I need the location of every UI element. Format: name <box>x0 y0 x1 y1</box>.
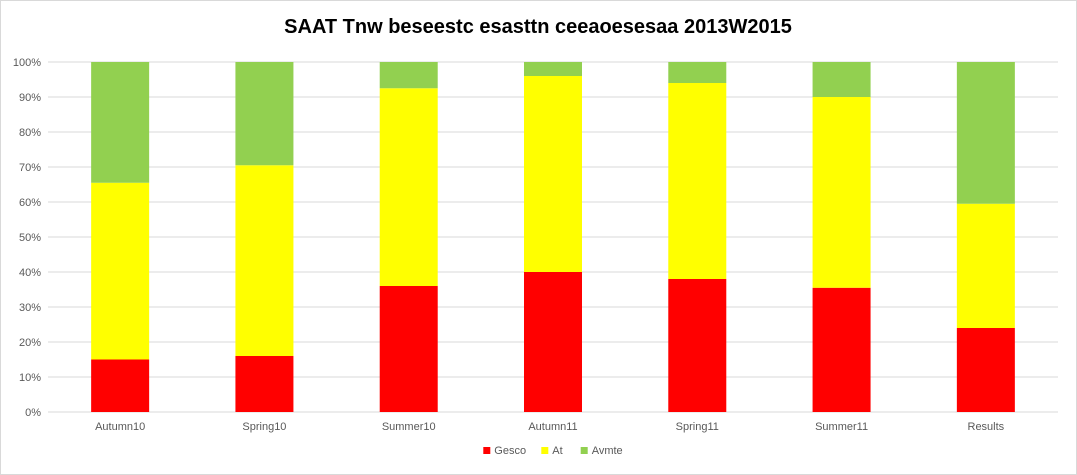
x-axis-tick-labels: Autumn10 Spring10 Summer10 Autumn11 Spring11… <box>95 421 1005 433</box>
legend-swatch <box>580 447 588 454</box>
bar-segment <box>956 62 1015 204</box>
bar-segment <box>668 279 727 412</box>
x-tick-label: Spring11 <box>676 421 719 433</box>
x-tick-label: Autumn11 <box>528 421 577 433</box>
y-tick-label: 0% <box>25 407 41 419</box>
bar-segment <box>812 62 871 97</box>
bar-segment <box>379 62 438 89</box>
legend-label: Avmte <box>592 445 623 457</box>
bar-segment <box>91 182 150 360</box>
bar-segment <box>956 203 1015 328</box>
bar-segment <box>235 165 294 356</box>
bar-segment <box>668 62 727 83</box>
y-tick-label: 60% <box>19 197 41 209</box>
x-tick-label: Results <box>968 421 1005 433</box>
bar-segment <box>235 356 294 412</box>
bar-segment <box>235 62 294 166</box>
y-tick-label: 90% <box>19 92 41 104</box>
y-tick-label: 30% <box>19 302 41 314</box>
bar-segment <box>91 62 150 183</box>
legend-label: At <box>552 445 562 457</box>
x-tick-label: Autumn10 <box>95 421 145 433</box>
x-tick-label: Summer10 <box>382 421 436 433</box>
y-tick-label: 50% <box>19 232 41 244</box>
bars <box>91 62 1015 412</box>
x-tick-label: Summer11 <box>815 421 868 433</box>
y-axis-tick-labels: 0% 10% 20% 30% 40% 50% 60% 70% 80% 90% 100% <box>13 57 41 419</box>
legend: Gesco At Avmte <box>483 445 623 457</box>
bar-segment <box>812 97 871 288</box>
bar-segment <box>524 76 582 272</box>
bar-segment <box>524 62 582 76</box>
y-tick-label: 100% <box>13 57 41 69</box>
bar-segment <box>812 287 871 412</box>
legend-swatch <box>483 447 491 454</box>
y-tick-label: 40% <box>19 267 41 279</box>
x-tick-label: Spring10 <box>242 421 286 433</box>
bar-segment <box>956 328 1015 412</box>
chart-title: SAAT Tnw beseestc esasttn ceeaoesesaa 20… <box>284 16 792 38</box>
bar-segment <box>524 272 582 412</box>
bar-segment <box>91 359 150 412</box>
bar-segment <box>668 83 727 279</box>
legend-label: Gesco <box>494 445 526 457</box>
bar-segment <box>379 88 438 286</box>
legend-swatch <box>541 447 549 454</box>
bar-segment <box>379 286 438 412</box>
y-tick-label: 70% <box>19 162 41 174</box>
y-tick-label: 80% <box>19 127 41 139</box>
y-tick-label: 20% <box>19 337 41 349</box>
y-tick-label: 10% <box>19 372 41 384</box>
